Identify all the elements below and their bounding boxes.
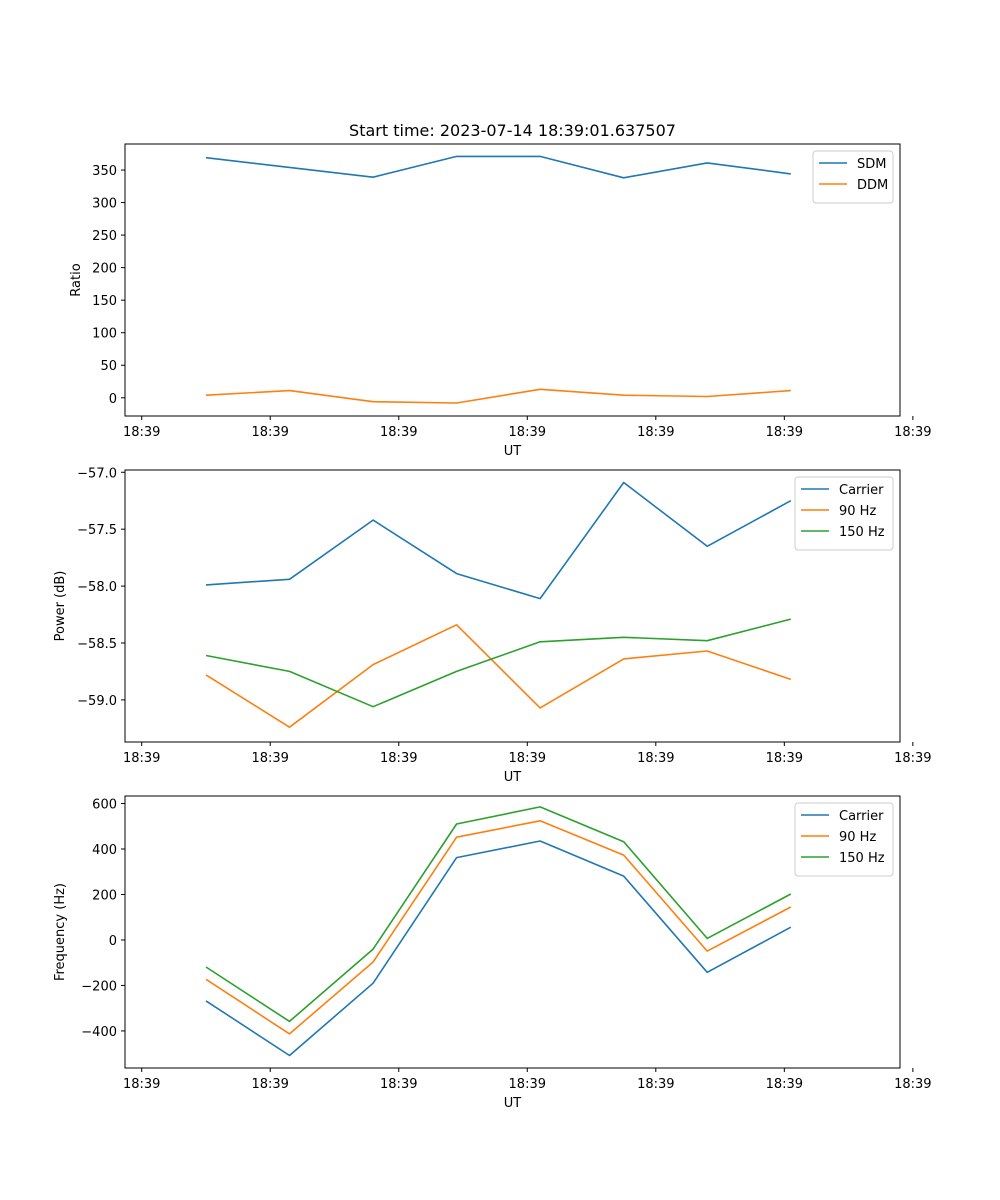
series-line-150-hz — [205, 618, 792, 708]
series-line-sdm — [205, 155, 791, 179]
x-tick-label: 18:39 — [509, 425, 546, 440]
panel-2: 18:3918:3918:3918:3918:3918:3918:3918:40… — [53, 466, 932, 785]
legend-label: DDM — [857, 178, 888, 193]
x-tick-label: 18:39 — [380, 425, 417, 440]
series-line-90-hz — [205, 623, 792, 729]
x-axis-label: UT — [504, 770, 522, 785]
x-tick-label: 18:39 — [766, 751, 803, 766]
legend-label: SDM — [857, 157, 886, 172]
x-tick-label: 18:39 — [894, 425, 931, 440]
x-tick-label: 18:39 — [123, 751, 160, 766]
y-tick-label: 50 — [100, 359, 117, 374]
x-axis-label: UT — [504, 444, 522, 459]
x-tick-label: 18:39 — [509, 1077, 546, 1092]
y-tick-label: −57.5 — [77, 523, 117, 538]
axes-frame — [124, 795, 901, 1069]
panel-1: Start time: 2023-07-14 18:39:01.637507 18… — [69, 121, 932, 459]
x-tick-label: 18:39 — [509, 751, 546, 766]
legend: Carrier 90 Hz 150 Hz — [794, 476, 894, 551]
x-tick-label: 18:39 — [251, 751, 288, 766]
x-tick-label: 18:39 — [637, 425, 674, 440]
y-tick-label: 200 — [92, 888, 117, 903]
y-tick-label: −59.0 — [77, 694, 117, 709]
legend-label: Carrier — [839, 483, 884, 498]
series-line-ddm — [205, 388, 791, 404]
y-tick-label: −58.0 — [77, 580, 117, 595]
chart-title: Start time: 2023-07-14 18:39:01.637507 — [349, 121, 676, 140]
x-tick-label: 18:39 — [380, 1077, 417, 1092]
x-tick-label: 18:39 — [251, 1077, 288, 1092]
legend: Carrier 90 Hz 150 Hz — [794, 802, 894, 877]
y-tick-label: 250 — [92, 229, 117, 244]
series-line-carrier — [205, 840, 792, 1057]
series-line-carrier — [205, 481, 792, 600]
x-tick-label: 18:39 — [637, 1077, 674, 1092]
y-tick-label: −58.5 — [77, 637, 117, 652]
y-tick-label: 400 — [92, 843, 117, 858]
x-axis-label: UT — [504, 1096, 522, 1111]
y-tick-label: 600 — [92, 798, 117, 813]
legend-label: 90 Hz — [839, 830, 876, 845]
y-axis-label: Frequency (Hz) — [53, 883, 68, 981]
y-tick-label: 0 — [109, 392, 117, 407]
axes-frame — [124, 143, 901, 417]
y-axis-label: Power (dB) — [53, 571, 68, 642]
series-line-150-hz — [205, 806, 792, 1023]
y-tick-label: −400 — [81, 1025, 117, 1040]
x-tick-label: 18:39 — [766, 1077, 803, 1092]
x-tick-label: 18:39 — [380, 751, 417, 766]
x-tick-label: 18:39 — [123, 425, 160, 440]
y-tick-label: −200 — [81, 979, 117, 994]
legend-label: 150 Hz — [839, 525, 885, 540]
panel-3: 18:3918:3918:3918:3918:3918:3918:3918:40… — [53, 795, 932, 1111]
legend-label: 90 Hz — [839, 504, 876, 519]
legend-label: Carrier — [839, 809, 884, 824]
axes-frame — [124, 469, 901, 743]
y-tick-label: 200 — [92, 262, 117, 277]
x-tick-label: 18:39 — [251, 425, 288, 440]
legend-box — [812, 150, 894, 204]
y-tick-label: 350 — [92, 164, 117, 179]
x-tick-label: 18:39 — [123, 1077, 160, 1092]
y-tick-label: −57.0 — [77, 466, 117, 481]
x-tick-label: 18:39 — [637, 751, 674, 766]
x-tick-label: 18:39 — [766, 425, 803, 440]
y-tick-label: 100 — [92, 327, 117, 342]
y-tick-label: 0 — [109, 934, 117, 949]
series-line-90-hz — [205, 819, 792, 1035]
x-tick-label: 18:39 — [894, 751, 931, 766]
x-tick-label: 18:39 — [894, 1077, 931, 1092]
legend: SDM DDM — [812, 150, 894, 204]
y-tick-label: 150 — [92, 294, 117, 309]
y-tick-label: 300 — [92, 197, 117, 212]
legend-label: 150 Hz — [839, 851, 885, 866]
y-axis-label: Ratio — [69, 263, 84, 296]
